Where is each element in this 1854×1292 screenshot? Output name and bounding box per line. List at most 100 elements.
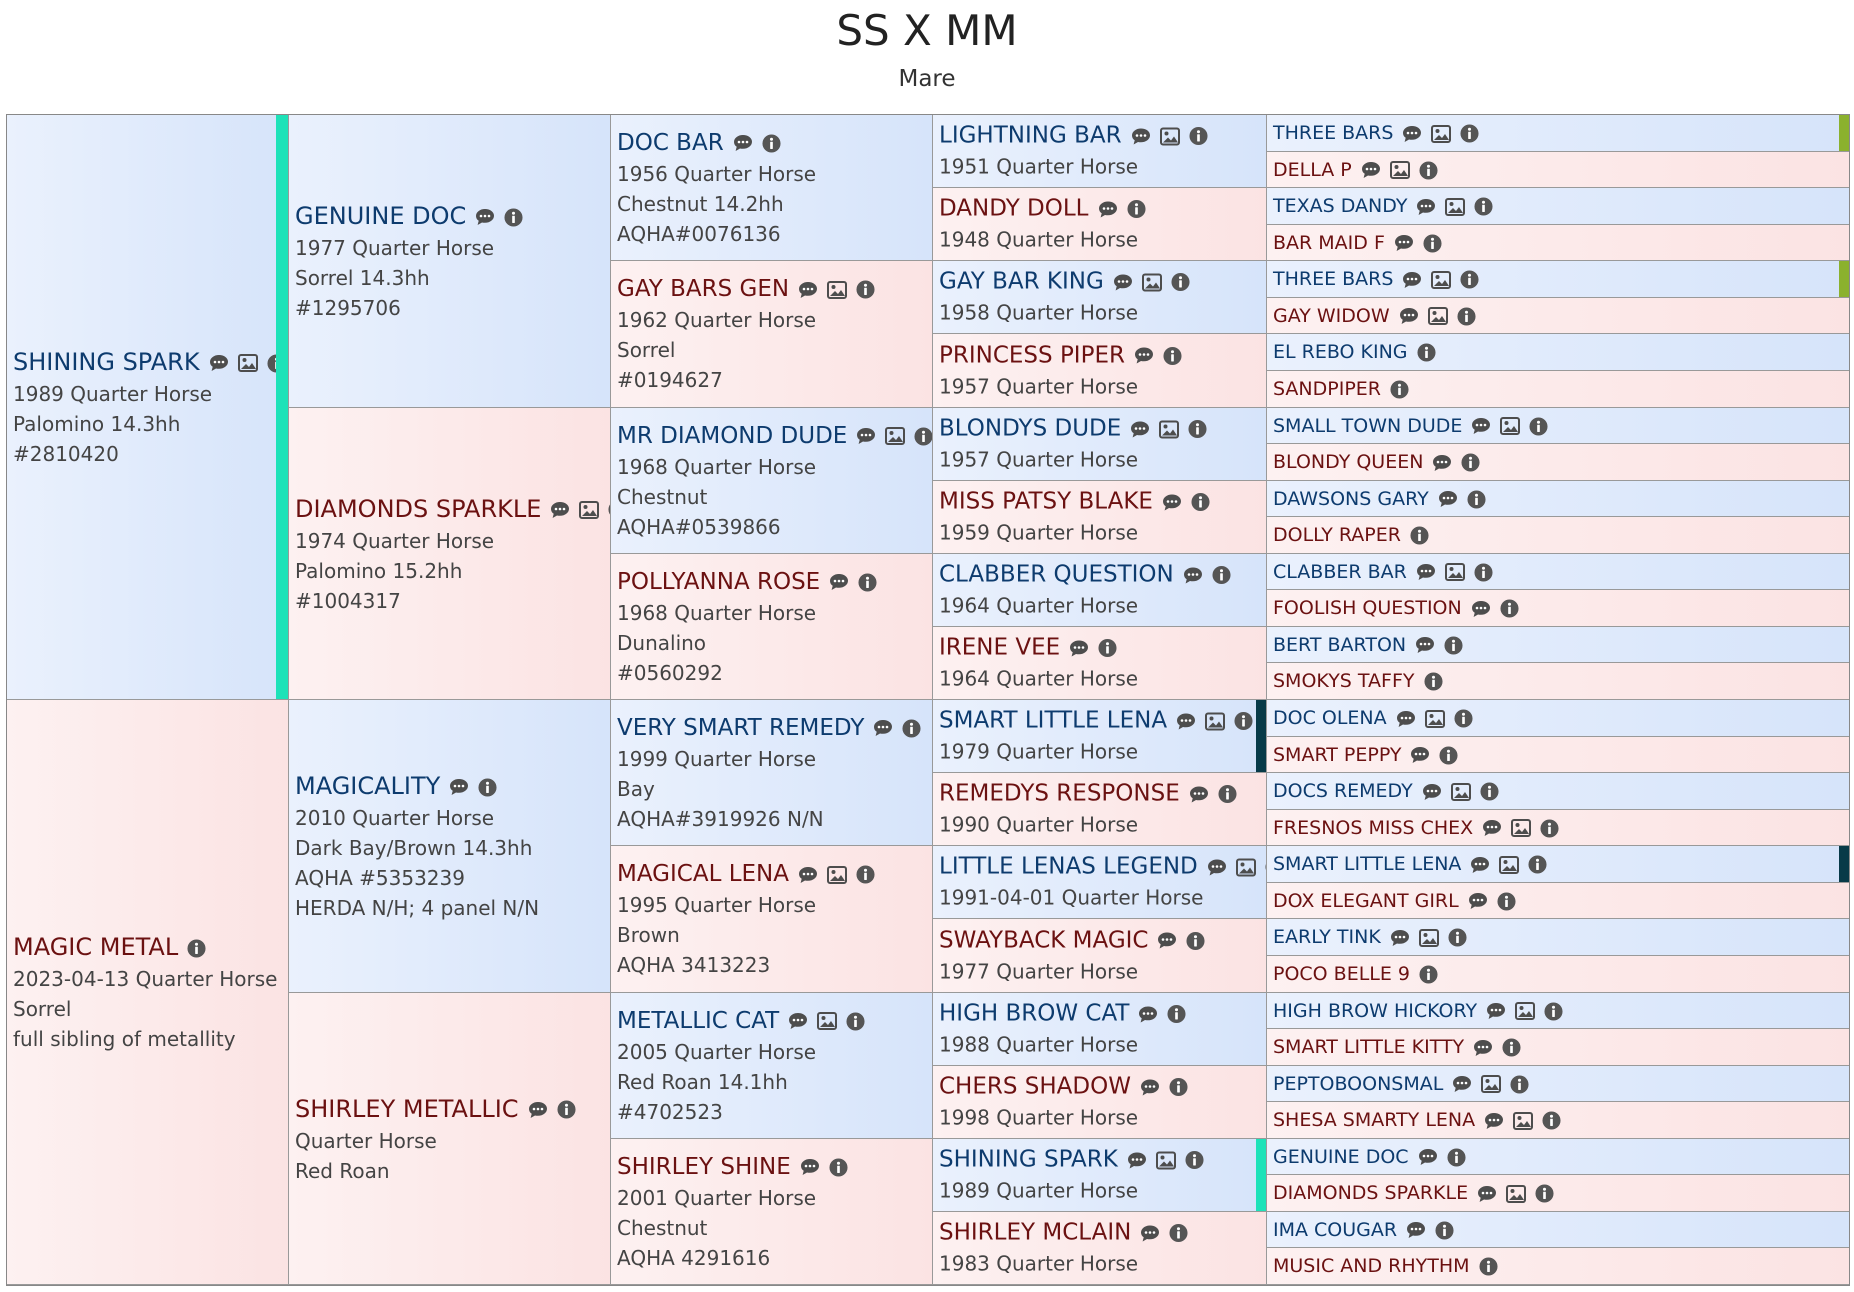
info-icon[interactable]: [1460, 270, 1479, 289]
comment-icon[interactable]: [1470, 856, 1490, 874]
info-icon[interactable]: [608, 500, 610, 519]
horse-name-link[interactable]: CLABBER BAR: [1273, 560, 1407, 583]
comment-icon[interactable]: [1416, 198, 1436, 216]
comment-icon[interactable]: [1390, 929, 1410, 947]
info-icon[interactable]: [1460, 124, 1479, 143]
image-icon[interactable]: [817, 1012, 838, 1030]
comment-icon[interactable]: [1140, 1078, 1160, 1096]
info-icon[interactable]: [1500, 599, 1519, 618]
horse-name-link[interactable]: DOCS REMEDY: [1273, 780, 1413, 802]
horse-name-link[interactable]: SHIRLEY METALLIC: [295, 1094, 519, 1123]
info-icon[interactable]: [1423, 672, 1443, 691]
comment-icon[interactable]: [1127, 1151, 1147, 1169]
comment-icon[interactable]: [1486, 1002, 1506, 1020]
info-icon[interactable]: [1098, 638, 1117, 658]
horse-name-link[interactable]: SHIRLEY SHINE: [617, 1153, 791, 1180]
comment-icon[interactable]: [1176, 712, 1196, 730]
horse-name-link[interactable]: HIGH BROW HICKORY: [1273, 999, 1478, 1022]
info-icon[interactable]: [858, 572, 877, 592]
info-icon[interactable]: [1439, 745, 1459, 765]
image-icon[interactable]: [1445, 197, 1466, 216]
horse-name-link[interactable]: LIGHTNING BAR: [939, 122, 1122, 149]
comment-icon[interactable]: [1418, 1148, 1438, 1166]
info-icon[interactable]: [1544, 1001, 1563, 1021]
info-icon[interactable]: [846, 1011, 865, 1031]
horse-name-link[interactable]: SANDPIPER: [1273, 378, 1381, 400]
comment-icon[interactable]: [1438, 490, 1458, 508]
horse-name-link[interactable]: FOOLISH QUESTION: [1273, 597, 1462, 619]
horse-name-link[interactable]: GENUINE DOC: [1273, 1145, 1409, 1168]
info-icon[interactable]: [1447, 1147, 1466, 1167]
info-icon[interactable]: [1163, 346, 1182, 365]
info-icon[interactable]: [1474, 197, 1493, 216]
comment-icon[interactable]: [1473, 1039, 1493, 1057]
comment-icon[interactable]: [550, 501, 570, 519]
info-icon[interactable]: [1169, 1223, 1188, 1243]
info-icon[interactable]: [1234, 711, 1253, 731]
info-icon[interactable]: [1467, 489, 1486, 509]
info-icon[interactable]: [1435, 1220, 1454, 1240]
image-icon[interactable]: [1450, 782, 1471, 801]
image-icon[interactable]: [1159, 127, 1180, 145]
horse-name-link[interactable]: GAY BARS GEN: [617, 276, 790, 302]
horse-name-link[interactable]: SHIRLEY MCLAIN: [939, 1219, 1132, 1246]
comment-icon[interactable]: [733, 134, 753, 152]
horse-name-link[interactable]: LITTLE LENAS LEGEND: [939, 853, 1198, 880]
image-icon[interactable]: [1418, 928, 1439, 947]
info-icon[interactable]: [1479, 1257, 1498, 1276]
horse-name-link[interactable]: DOC OLENA: [1273, 707, 1387, 729]
info-icon[interactable]: [1510, 1074, 1529, 1094]
comment-icon[interactable]: [1138, 1005, 1158, 1023]
image-icon[interactable]: [237, 354, 258, 372]
comment-icon[interactable]: [1207, 858, 1227, 876]
info-icon[interactable]: [1169, 1077, 1188, 1097]
comment-icon[interactable]: [1189, 785, 1209, 803]
comment-icon[interactable]: [1131, 127, 1151, 145]
horse-name-link[interactable]: SWAYBACK MAGIC: [939, 927, 1149, 953]
info-icon[interactable]: [1191, 492, 1210, 512]
comment-icon[interactable]: [1396, 710, 1416, 728]
horse-name-link[interactable]: MAGICAL LENA: [617, 861, 789, 887]
horse-name-link[interactable]: DOC BAR: [617, 129, 724, 156]
horse-name-link[interactable]: CHERS SHADOW: [939, 1073, 1131, 1100]
horse-name-link[interactable]: METALLIC CAT: [617, 1007, 780, 1034]
comment-icon[interactable]: [1183, 566, 1203, 584]
info-icon[interactable]: [1497, 891, 1516, 911]
image-icon[interactable]: [1235, 858, 1256, 876]
info-icon[interactable]: [1502, 1038, 1521, 1057]
horse-name-link[interactable]: POCO BELLE 9: [1273, 963, 1411, 985]
horse-name-link[interactable]: SMART LITTLE LENA: [1273, 853, 1462, 875]
horse-name-link[interactable]: THREE BARS: [1273, 122, 1394, 144]
info-icon[interactable]: [762, 133, 781, 153]
comment-icon[interactable]: [528, 1101, 548, 1119]
info-icon[interactable]: [557, 1100, 576, 1119]
comment-icon[interactable]: [1482, 819, 1502, 837]
comment-icon[interactable]: [1432, 454, 1452, 472]
info-icon[interactable]: [1444, 635, 1463, 655]
comment-icon[interactable]: [1162, 493, 1182, 511]
info-icon[interactable]: [902, 718, 921, 738]
horse-name-link[interactable]: SHINING SPARK: [13, 348, 200, 376]
horse-name-link[interactable]: VERY SMART REMEDY: [617, 714, 865, 741]
image-icon[interactable]: [885, 427, 906, 445]
info-icon[interactable]: [1535, 1184, 1554, 1203]
image-icon[interactable]: [1424, 709, 1445, 728]
info-icon[interactable]: [1419, 965, 1438, 984]
info-icon[interactable]: [1461, 453, 1480, 472]
comment-icon[interactable]: [1157, 932, 1177, 950]
info-icon[interactable]: [1171, 272, 1190, 292]
horse-name-link[interactable]: DAWSONS GARY: [1273, 487, 1429, 510]
info-icon[interactable]: [1423, 233, 1442, 253]
info-icon[interactable]: [1454, 709, 1473, 728]
info-icon[interactable]: [1480, 782, 1499, 801]
horse-name-link[interactable]: SMART PEPPY: [1273, 743, 1402, 766]
info-icon[interactable]: [1528, 855, 1547, 874]
comment-icon[interactable]: [1452, 1075, 1472, 1093]
horse-name-link[interactable]: DANDY DOLL: [939, 195, 1089, 222]
comment-icon[interactable]: [1399, 307, 1419, 325]
comment-icon[interactable]: [1402, 271, 1422, 289]
info-icon[interactable]: [1185, 1150, 1204, 1170]
horse-name-link[interactable]: PEPTOBOONSMAL: [1273, 1072, 1444, 1095]
comment-icon[interactable]: [873, 719, 893, 737]
horse-name-link[interactable]: SHINING SPARK: [939, 1146, 1118, 1173]
